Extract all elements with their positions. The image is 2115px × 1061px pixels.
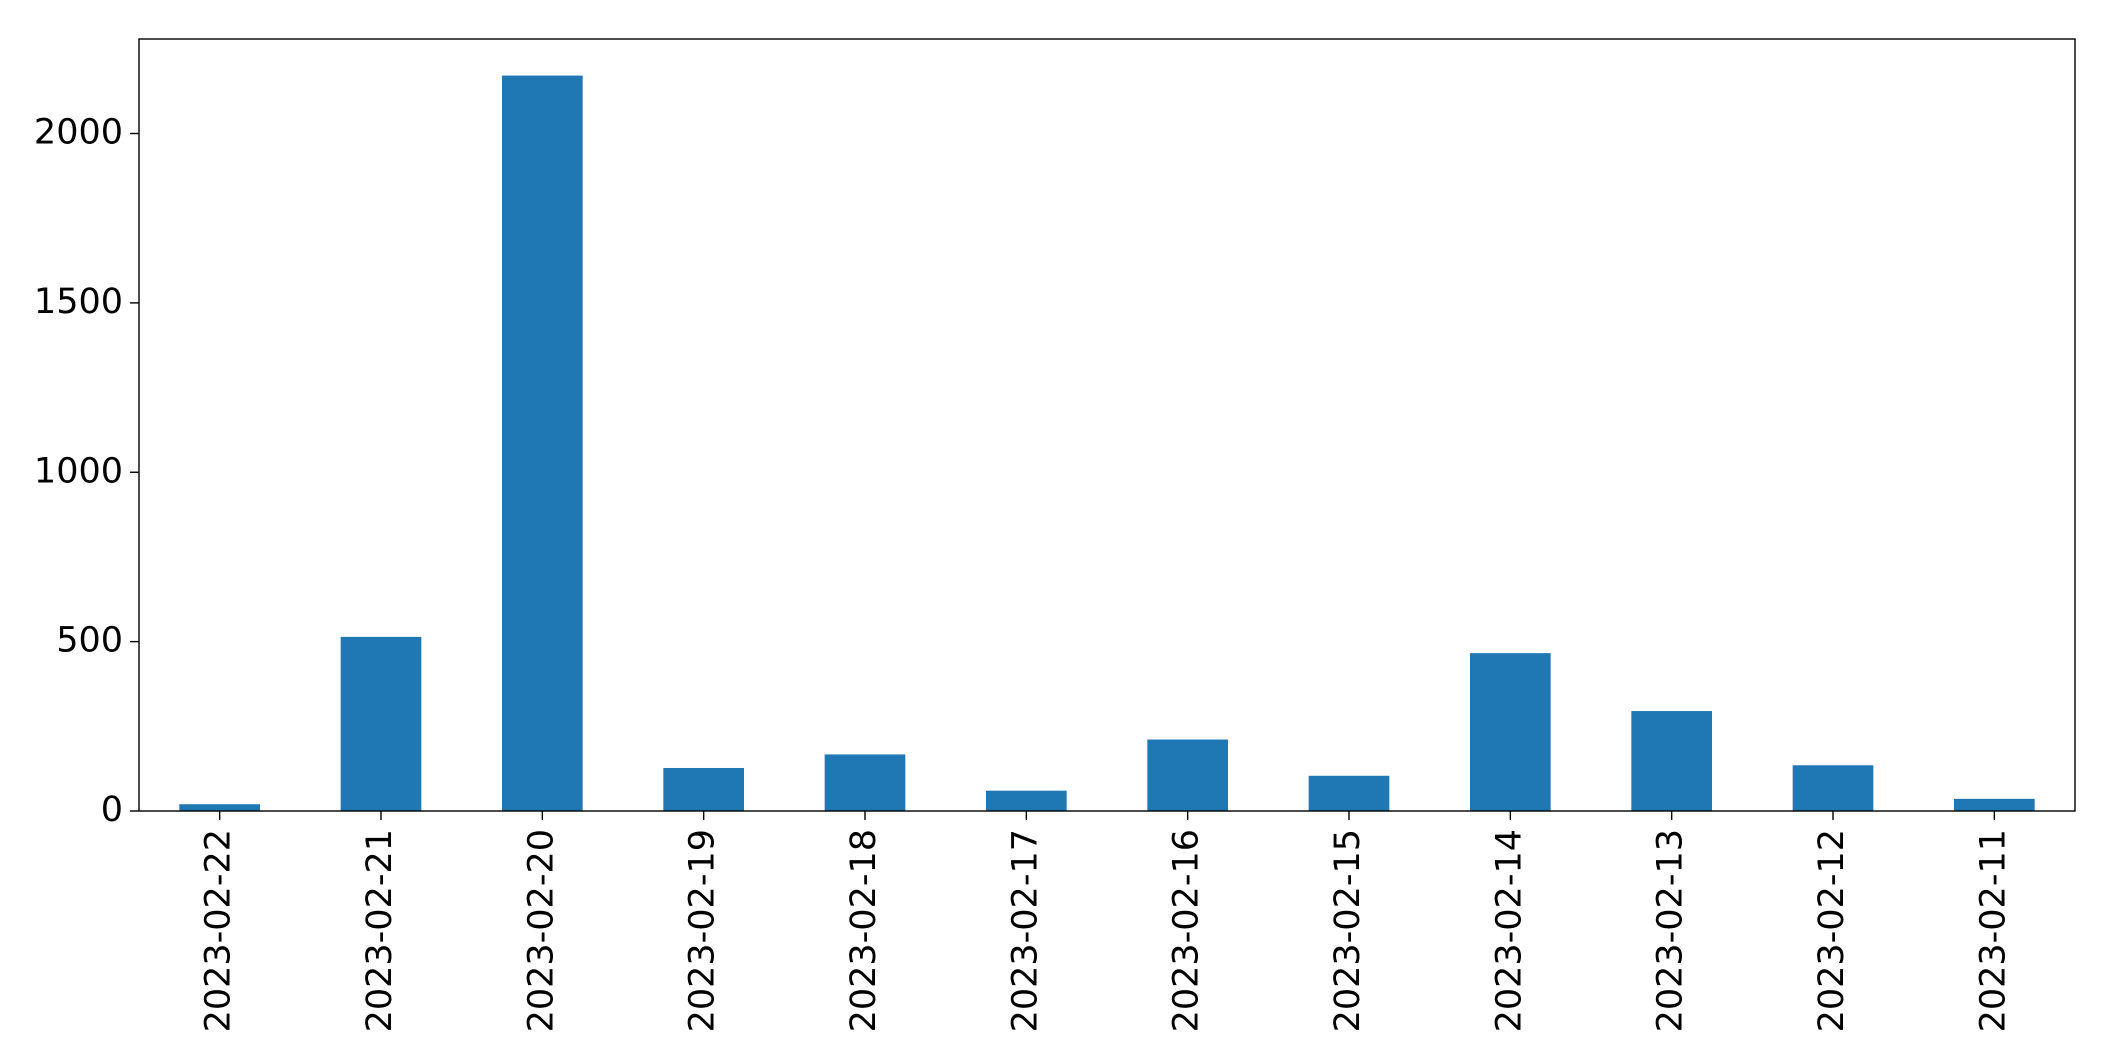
x-tick-label: 2023-02-19: [683, 829, 723, 1032]
bar: [1147, 739, 1228, 811]
y-tick-label: 1000: [34, 451, 123, 491]
y-tick-label: 1500: [34, 282, 123, 322]
x-tick-label: 2023-02-12: [1812, 829, 1852, 1032]
plot-frame: [138, 38, 2076, 812]
bar: [179, 804, 260, 811]
bar: [1954, 798, 2035, 811]
x-tick-label: 2023-02-16: [1167, 829, 1207, 1032]
x-tick-label: 2023-02-18: [844, 829, 884, 1032]
x-tick-label: 2023-02-11: [1973, 829, 2013, 1032]
x-tick-label: 2023-02-14: [1489, 829, 1529, 1032]
bar: [340, 636, 422, 811]
bar: [663, 767, 744, 811]
bar: [824, 754, 906, 811]
bar: [1631, 711, 1712, 811]
x-tick-label: 2023-02-20: [521, 829, 561, 1032]
bar: [502, 75, 583, 811]
bar: [986, 790, 1067, 811]
y-tick-label: 2000: [34, 113, 123, 153]
y-tick-label: 0: [101, 790, 123, 830]
y-tick-label: 500: [56, 621, 123, 661]
bar: [1308, 775, 1390, 811]
x-tick-label: 2023-02-22: [199, 829, 239, 1032]
x-tick-label: 2023-02-17: [1005, 829, 1045, 1032]
x-tick-label: 2023-02-21: [360, 829, 400, 1032]
bar: [1470, 653, 1551, 811]
x-tick-label: 2023-02-13: [1651, 829, 1691, 1032]
x-tick-label: 2023-02-15: [1328, 829, 1368, 1032]
bar: [1792, 765, 1874, 811]
